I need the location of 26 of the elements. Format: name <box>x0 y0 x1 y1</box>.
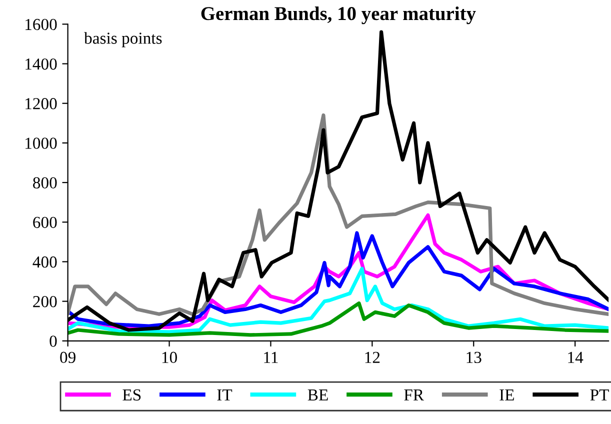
y-tick-label: 800 <box>33 177 57 188</box>
legend-label: FR <box>404 389 424 400</box>
legend-label: IE <box>500 389 514 400</box>
x-tick-label: 10 <box>162 352 177 364</box>
legend-label: ES <box>122 389 141 401</box>
legend-label: IT <box>217 389 232 400</box>
line-series <box>68 266 609 334</box>
annotation: basis points <box>84 32 162 48</box>
x-tick-label: 13 <box>466 352 482 364</box>
legend-label: PT <box>590 389 609 400</box>
line-series <box>68 231 609 328</box>
x-tick-label: 12 <box>365 352 380 363</box>
x-tick-label: 11 <box>264 352 278 363</box>
y-tick-label: 600 <box>33 216 57 228</box>
x-tick-label: 14 <box>568 352 584 363</box>
y-tick-label: 1400 <box>26 58 57 70</box>
y-tick-label: 0 <box>50 336 57 347</box>
chart-title: German Bunds, 10 year maturity <box>201 6 476 24</box>
x-tick-label: 09 <box>60 352 76 364</box>
y-tick-label: 1200 <box>26 98 57 110</box>
legend-label: BE <box>308 389 328 400</box>
y-tick-label: 400 <box>32 256 57 268</box>
line-series <box>68 301 609 337</box>
y-tick-label: 1000 <box>26 138 57 149</box>
y-tick-label: 1600 <box>26 18 57 30</box>
y-tick-label: 200 <box>33 296 57 308</box>
